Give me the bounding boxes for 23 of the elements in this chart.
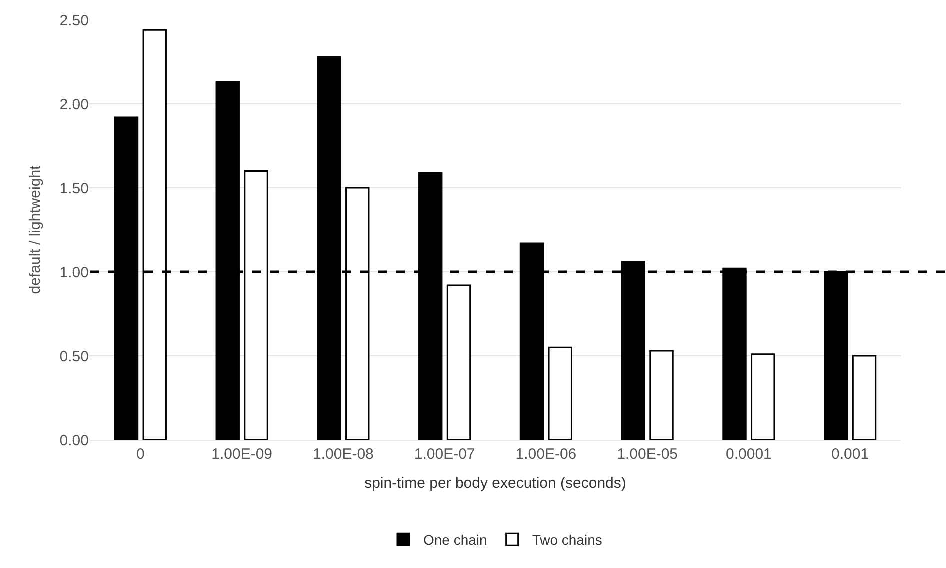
x-tick-label: 1.00E-07 xyxy=(414,446,476,463)
x-tick-label: 0.001 xyxy=(832,446,870,463)
bar xyxy=(548,346,572,440)
y-tick-label: 1.00 xyxy=(60,264,89,282)
x-tick-label: 0 xyxy=(136,446,145,463)
bar xyxy=(852,355,877,440)
y-tick-label: 2.00 xyxy=(60,96,89,114)
x-tick-label: 1.00E-08 xyxy=(312,446,374,463)
x-tick-label: 1.00E-05 xyxy=(617,446,678,463)
legend-label: One chain xyxy=(424,532,488,548)
y-tick-label: 0.00 xyxy=(60,432,89,450)
bar xyxy=(650,350,674,440)
y-tick-label: 2.50 xyxy=(60,12,89,30)
y-tick-label: 0.50 xyxy=(60,348,89,366)
y-tick-label: 1.50 xyxy=(60,180,89,198)
legend-label: Two chains xyxy=(532,532,602,548)
x-axis-title: spin-time per body execution (seconds) xyxy=(364,475,626,492)
bar xyxy=(751,354,776,440)
x-tick-label: 1.00E-09 xyxy=(212,446,273,463)
bar xyxy=(446,284,472,440)
x-tick-label: 1.00E-06 xyxy=(516,446,577,463)
y-axis-title: default / lightweight xyxy=(27,164,44,294)
x-tick-label: 0.0001 xyxy=(726,446,772,463)
